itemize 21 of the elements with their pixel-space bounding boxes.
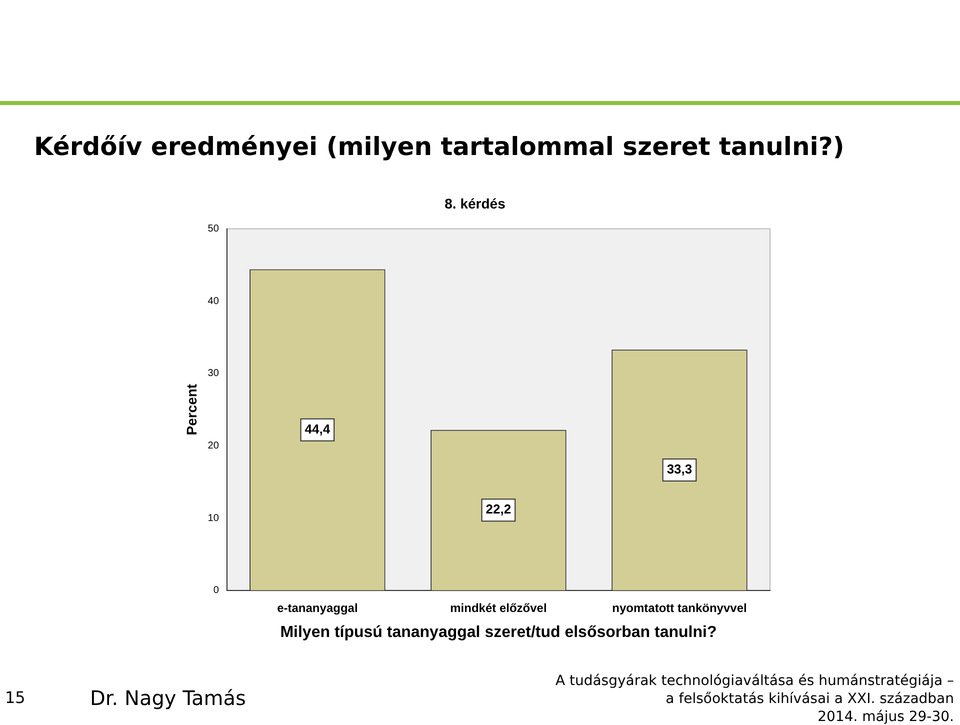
y-tick-label: 0 bbox=[213, 585, 220, 596]
y-axis-title: Percent bbox=[183, 384, 200, 436]
x-tick-label: mindkét előzővel bbox=[450, 600, 547, 615]
text: a felsőoktatás kihívásai a XXI. században bbox=[664, 690, 954, 708]
y-tick-label: 20 bbox=[208, 440, 220, 452]
text: 2014. május 29-30. bbox=[816, 708, 954, 725]
x-tick-label: e-tananyaggal bbox=[277, 600, 358, 615]
x-axis-title: Milyen típusú tananyaggal szeret/tud elsősorban tanulni? bbox=[280, 624, 717, 641]
data-label: 33,3 bbox=[666, 462, 692, 477]
x-tick-label: nyomtatott tankönyvvel bbox=[612, 600, 747, 615]
text: A tudásgyárak technológiaváltása és humánstratégiája – bbox=[555, 672, 954, 690]
text: Kérdőív eredményei (milyen tartalommal szeret tanulni?) bbox=[34, 132, 844, 161]
text: Dr. Nagy Tamás bbox=[90, 686, 246, 710]
data-label: 22,2 bbox=[486, 502, 512, 517]
data-label: 44,4 bbox=[304, 421, 331, 436]
y-tick-label: 50 bbox=[208, 224, 220, 235]
chart-title: 8. kérdés bbox=[444, 195, 506, 212]
y-tick-label: 40 bbox=[208, 296, 220, 307]
y-tick-label: 30 bbox=[208, 368, 220, 380]
y-tick-label: 10 bbox=[208, 512, 220, 524]
text: 15 bbox=[5, 688, 26, 707]
